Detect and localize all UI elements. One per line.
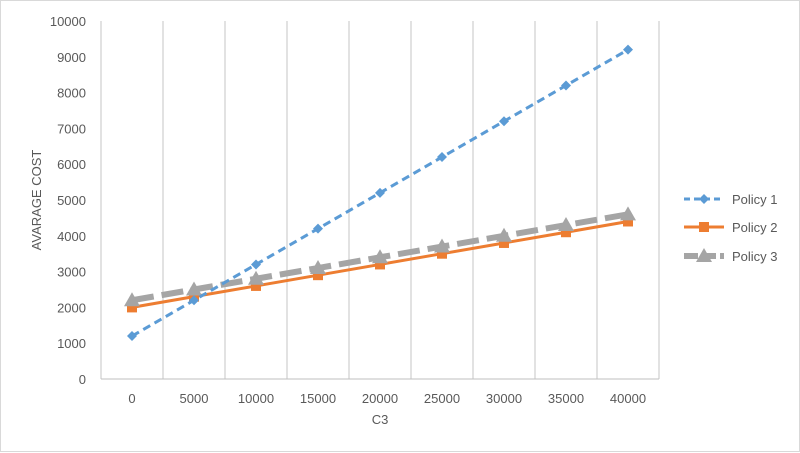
data-point	[189, 295, 199, 306]
gridlines	[100, 21, 660, 379]
data-point	[248, 270, 264, 285]
x-tick-label: 15000	[300, 391, 336, 406]
data-point	[310, 260, 326, 275]
data-point	[623, 44, 633, 55]
data-point	[127, 302, 137, 313]
data-point	[375, 259, 385, 270]
legend-label: Policy 2	[732, 220, 778, 235]
y-tick-label: 1000	[57, 336, 86, 351]
legend-label: Policy 1	[732, 192, 778, 207]
legend-item: Policy 1	[684, 192, 778, 207]
legend-marker	[699, 194, 709, 204]
series-2	[124, 206, 636, 307]
x-axis-ticks: 0 5000 10000 15000 20000 25000 30000 35000 40000	[128, 391, 646, 406]
data-point	[434, 238, 450, 253]
series-1	[127, 216, 633, 313]
legend-item: Policy 2	[684, 220, 778, 235]
legend-marker	[699, 222, 709, 232]
x-tick-label: 10000	[238, 391, 274, 406]
legend-marker	[696, 248, 712, 262]
y-tick-label: 0	[79, 372, 86, 387]
x-tick-label: 5000	[180, 391, 209, 406]
x-tick-label: 0	[128, 391, 135, 406]
data-point	[186, 281, 202, 296]
data-point	[124, 292, 140, 307]
data-point	[313, 270, 323, 281]
data-point	[437, 248, 447, 259]
y-tick-label: 3000	[57, 265, 86, 280]
data-point	[496, 227, 512, 242]
y-tick-label: 5000	[57, 193, 86, 208]
data-point	[313, 223, 323, 234]
y-axis-ticks: 0 1000 2000 3000 4000 5000 6000 7000 8000 9000 100…	[50, 14, 86, 387]
y-tick-label: 6000	[57, 157, 86, 172]
y-tick-label: 8000	[57, 86, 86, 101]
x-tick-label: 30000	[486, 391, 522, 406]
y-tick-label: 7000	[57, 121, 86, 136]
legend-label: Policy 3	[732, 249, 778, 264]
data-point	[561, 227, 571, 238]
data-point	[623, 216, 633, 227]
series-0	[127, 44, 633, 342]
data-point	[375, 187, 385, 198]
data-point	[127, 331, 137, 342]
x-tick-label: 25000	[424, 391, 460, 406]
data-point	[499, 116, 509, 127]
legend: Policy 1 Policy 2 Policy 3	[684, 192, 778, 264]
legend-item: Policy 3	[684, 248, 778, 264]
y-tick-label: 2000	[57, 300, 86, 315]
y-axis-title: AVARAGE COST	[29, 150, 44, 251]
data-point	[372, 249, 388, 264]
y-tick-label: 9000	[57, 50, 86, 65]
x-axis-title: C3	[372, 412, 389, 427]
data-point	[561, 80, 571, 91]
data-point	[499, 237, 509, 248]
y-tick-label: 4000	[57, 229, 86, 244]
data-point	[437, 152, 447, 163]
data-point	[558, 217, 574, 232]
data-point	[620, 206, 636, 221]
y-tick-label: 10000	[50, 14, 86, 29]
data-point	[251, 280, 261, 291]
x-tick-label: 20000	[362, 391, 398, 406]
series-group	[124, 44, 636, 342]
x-tick-label: 35000	[548, 391, 584, 406]
data-point	[251, 259, 261, 270]
x-tick-label: 40000	[610, 391, 646, 406]
